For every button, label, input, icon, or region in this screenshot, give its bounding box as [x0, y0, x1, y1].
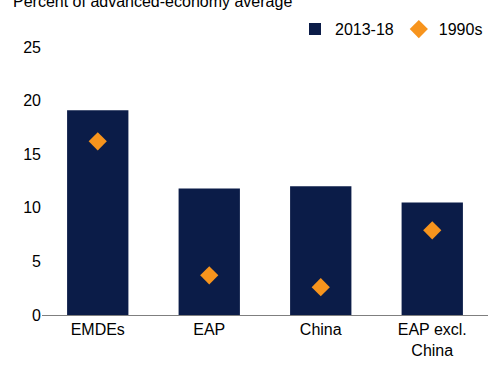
- svg-text:EMDEs: EMDEs: [71, 321, 125, 338]
- svg-text:2013-18: 2013-18: [335, 21, 394, 38]
- svg-text:0: 0: [32, 307, 41, 324]
- svg-text:China: China: [300, 321, 342, 338]
- svg-text:10: 10: [23, 199, 41, 216]
- svg-text:15: 15: [23, 146, 41, 163]
- svg-text:25: 25: [23, 39, 41, 56]
- svg-text:5: 5: [32, 253, 41, 270]
- svg-text:EAP: EAP: [193, 321, 225, 338]
- svg-text:20: 20: [23, 92, 41, 109]
- svg-text:EAP excl.China: EAP excl.China: [398, 321, 467, 359]
- svg-text:1990s: 1990s: [439, 21, 483, 38]
- svg-text:Percent of advanced-economy av: Percent of advanced-economy average: [13, 0, 292, 10]
